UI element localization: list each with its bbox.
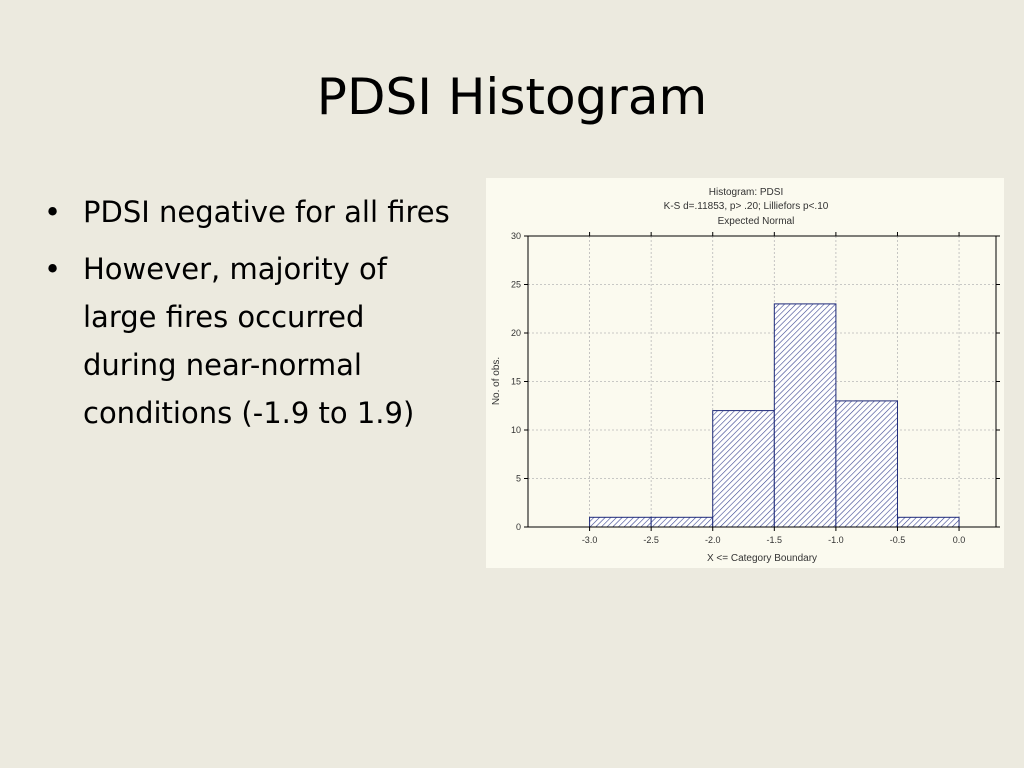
y-tick-label: 25 (511, 280, 521, 290)
histogram-bar (589, 516, 652, 528)
x-tick-label: -2.5 (643, 535, 659, 545)
y-tick-label: 5 (516, 474, 521, 484)
histogram-bar (650, 516, 714, 528)
histogram-bar (835, 400, 898, 528)
histogram-chart: Histogram: PDSI K-S d=.11853, p> .20; Li… (491, 187, 1000, 564)
histogram-panel: Histogram: PDSI K-S d=.11853, p> .20; Li… (486, 178, 1004, 568)
bullet-item: • However, majority of large fires occur… (42, 245, 462, 437)
chart-legend-label: Expected Normal (718, 216, 795, 227)
bullet-list: • PDSI negative for all fires • However,… (42, 188, 462, 446)
histogram-bar (896, 516, 960, 528)
x-axis-label: X <= Category Boundary (707, 553, 817, 564)
y-tick-label: 10 (511, 425, 521, 435)
y-tick-label: 15 (511, 377, 521, 387)
bullet-text: PDSI negative for all fires (83, 195, 450, 229)
slide-title: PDSI Histogram (316, 68, 708, 126)
y-tick-label: 0 (516, 522, 521, 532)
histogram-bar (712, 410, 775, 528)
x-tick-label: 0.0 (953, 535, 966, 545)
x-tick-label: -1.0 (828, 535, 844, 545)
histogram-bars (589, 303, 960, 528)
chart-subtitle: K-S d=.11853, p> .20; Lilliefors p<.10 (664, 201, 829, 212)
bullet-dot-icon: • (44, 195, 62, 229)
histogram-bar (773, 303, 837, 528)
axis-ticks: 0 5 10 15 20 25 30 -3.0 -2.5 -2.0 -1.5 -1.0 -0.5 0.0 (511, 231, 1000, 545)
y-tick-label: 30 (511, 231, 521, 241)
bullet-dot-icon: • (44, 252, 62, 286)
y-tick-label: 20 (511, 328, 521, 338)
chart-title: Histogram: PDSI (709, 187, 783, 198)
bullet-item: • PDSI negative for all fires (42, 188, 462, 236)
y-axis-label: No. of obs. (491, 357, 502, 405)
x-tick-label: -0.5 (890, 535, 906, 545)
bullet-text: However, majority of large fires occurre… (83, 252, 415, 430)
x-tick-label: -1.5 (767, 535, 783, 545)
x-tick-label: -2.0 (705, 535, 721, 545)
x-tick-label: -3.0 (582, 535, 598, 545)
